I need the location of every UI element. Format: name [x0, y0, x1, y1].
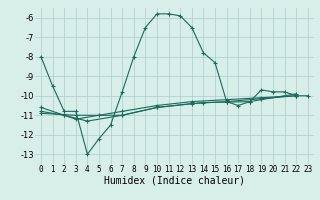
X-axis label: Humidex (Indice chaleur): Humidex (Indice chaleur) [104, 176, 245, 186]
